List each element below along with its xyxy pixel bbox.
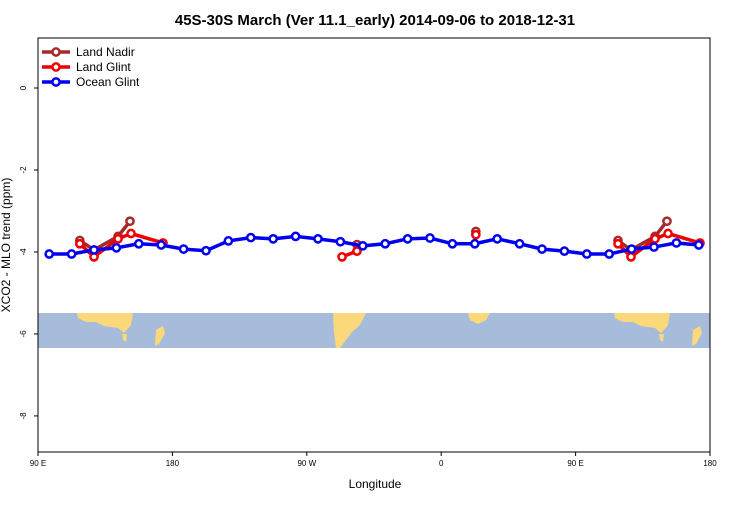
x-axis-label: Longitude xyxy=(349,477,402,491)
plot-frame xyxy=(37,37,711,453)
point xyxy=(201,245,211,256)
point xyxy=(125,216,135,227)
x-tick-label: 180 xyxy=(703,459,717,468)
point xyxy=(268,234,279,244)
point xyxy=(44,249,55,259)
y-tick-label: 0 xyxy=(19,85,28,90)
point xyxy=(559,246,570,256)
point xyxy=(581,249,592,259)
point xyxy=(469,238,480,249)
point xyxy=(290,231,301,242)
x-tick-label: 90 E xyxy=(30,459,46,468)
point xyxy=(352,246,362,256)
point xyxy=(66,249,77,259)
point xyxy=(470,229,481,240)
y-axis-label: XCO2 - MLO trend (ppm) xyxy=(0,178,13,313)
x-tick-label: 0 xyxy=(439,459,444,468)
y-tick-label: -8 xyxy=(19,412,28,420)
point xyxy=(89,245,99,255)
legend-label: Land Nadir xyxy=(76,45,135,59)
legend-marker xyxy=(51,47,61,57)
point xyxy=(74,238,85,249)
legend-label: Ocean Glint xyxy=(76,75,140,89)
point xyxy=(111,243,122,253)
point xyxy=(313,234,323,244)
point xyxy=(613,238,623,249)
point xyxy=(113,234,123,244)
map-strip xyxy=(38,313,710,348)
point xyxy=(447,238,458,249)
series-line xyxy=(78,220,669,252)
legend-marker xyxy=(51,77,61,87)
point xyxy=(223,236,234,246)
legend-label: Land Glint xyxy=(76,60,131,74)
point xyxy=(357,240,368,251)
x-tick-label: 180 xyxy=(166,459,180,468)
point xyxy=(671,238,682,248)
point xyxy=(626,244,637,254)
y-tick-label: -2 xyxy=(19,166,28,174)
point xyxy=(662,216,672,227)
point xyxy=(649,242,659,252)
point xyxy=(663,228,673,239)
point xyxy=(402,234,413,244)
point xyxy=(133,238,144,249)
chart-title: 45S-30S March (Ver 11.1_early) 2014-09-0… xyxy=(175,12,575,29)
point xyxy=(425,233,435,243)
x-tick-label: 90 W xyxy=(297,459,316,468)
point xyxy=(126,228,136,239)
y-tick-label: -6 xyxy=(19,330,28,338)
point xyxy=(626,252,636,262)
point xyxy=(604,249,615,259)
x-tick-label: 90 E xyxy=(567,459,583,468)
point xyxy=(650,234,660,244)
point xyxy=(537,244,547,254)
point xyxy=(156,240,167,250)
point xyxy=(178,244,189,254)
legend-marker xyxy=(51,62,61,72)
point xyxy=(335,236,346,247)
point xyxy=(693,240,704,250)
point xyxy=(380,238,391,249)
point xyxy=(337,252,347,262)
point xyxy=(492,234,503,244)
y-tick-label: -4 xyxy=(19,248,28,256)
point xyxy=(514,238,525,249)
point xyxy=(245,232,256,243)
